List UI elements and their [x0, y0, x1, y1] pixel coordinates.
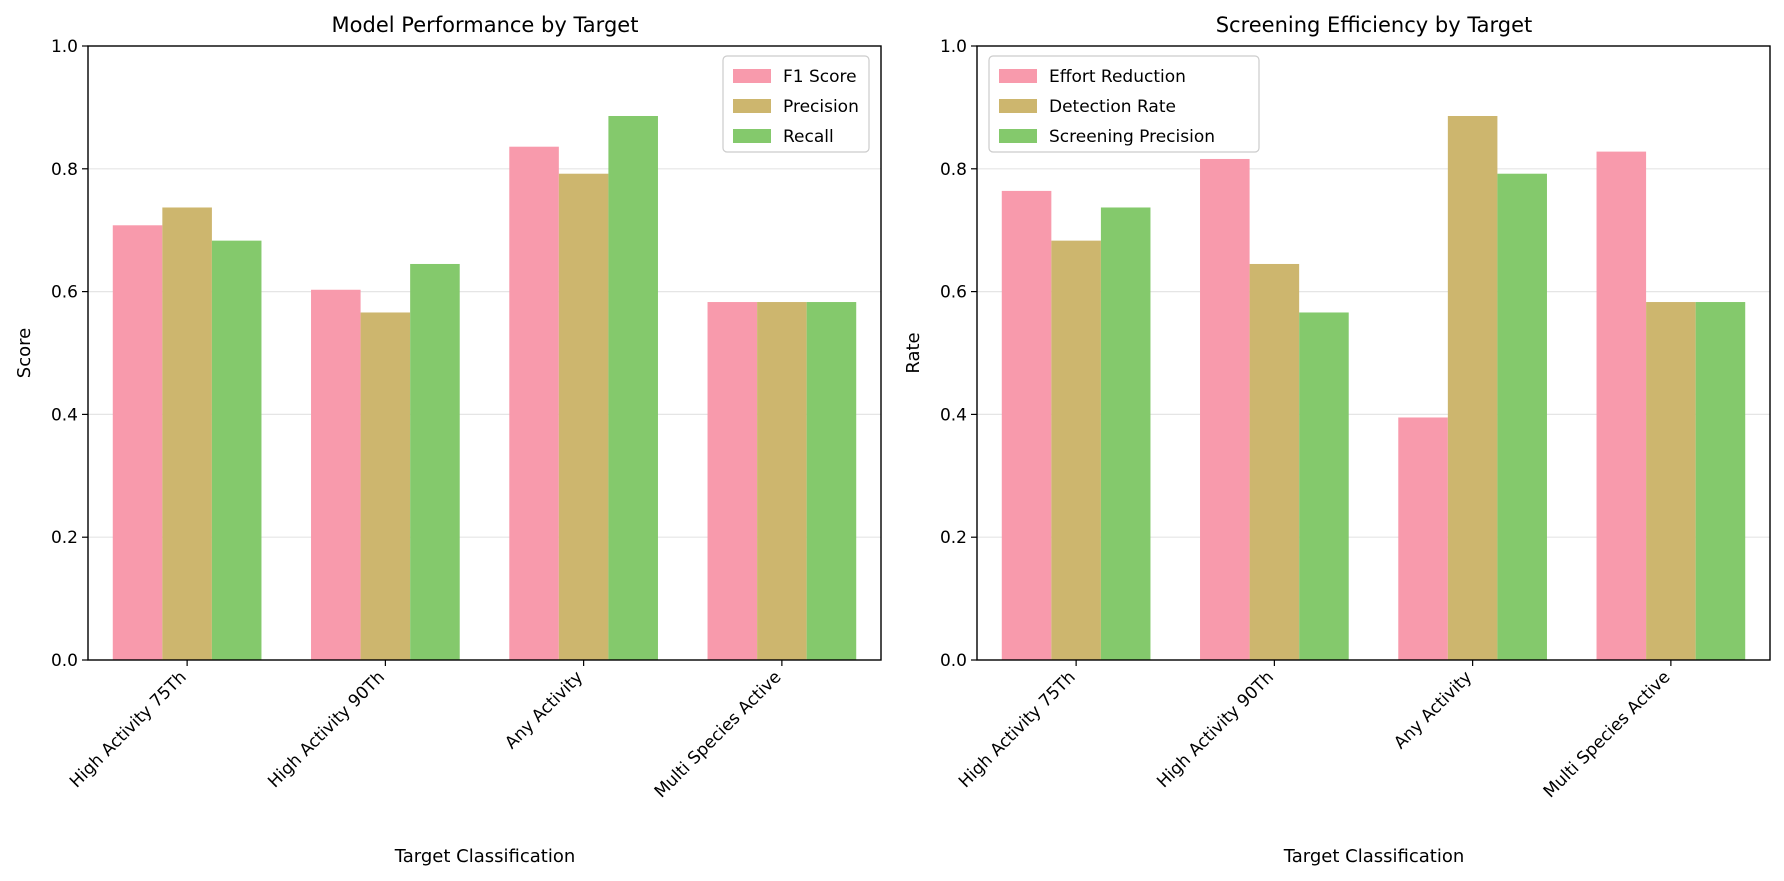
plot-frame	[87, 45, 882, 661]
chart-title: Model Performance by Target	[332, 13, 639, 37]
y-tick-label: 0.2	[51, 528, 78, 548]
bar	[360, 312, 411, 660]
y-axis-label: Score	[14, 328, 35, 378]
bar	[509, 146, 559, 661]
bar	[1100, 207, 1151, 660]
bar	[1646, 302, 1696, 660]
chart-title: Screening Efficiency by Target	[1216, 13, 1533, 37]
x-axis-label: Target Classification	[394, 846, 576, 867]
legend-swatch	[999, 129, 1037, 143]
bar	[1398, 417, 1448, 660]
y-tick-label: 1.0	[51, 37, 78, 57]
legend: F1 Score Precision Recall	[722, 55, 870, 153]
legend-label: Detection Rate	[1049, 97, 1176, 117]
y-tick-label: 1.0	[940, 37, 967, 57]
y-axis-label: Rate	[903, 332, 924, 373]
bar	[1447, 115, 1498, 661]
y-tick-label: 0.8	[940, 160, 967, 180]
bar	[211, 240, 262, 660]
y-tick-label: 0.2	[940, 528, 967, 548]
legend-label: Effort Reduction	[1049, 67, 1186, 87]
y-tick-label: 0.6	[51, 283, 78, 303]
legend-label: F1 Score	[783, 67, 857, 87]
bar	[806, 302, 857, 660]
bar	[608, 115, 658, 661]
bar	[311, 289, 361, 660]
chart-screening-efficiency: Screening Efficiency by Target 0.0 0.2 0.4…	[903, 13, 1771, 867]
y-ticks: 0.0 0.2 0.4 0.6 0.8 1.0	[51, 37, 88, 671]
bar	[707, 302, 758, 660]
bar	[558, 173, 609, 660]
legend-swatch	[733, 129, 771, 143]
legend-swatch	[733, 99, 771, 113]
y-tick-label: 0.6	[940, 283, 967, 303]
bar	[1299, 312, 1349, 660]
legend-label: Screening Precision	[1049, 127, 1215, 147]
bar	[410, 263, 460, 660]
y-tick-label: 0.0	[51, 651, 78, 671]
legend-swatch	[999, 99, 1037, 113]
legend-label: Recall	[783, 127, 834, 147]
bar	[1051, 240, 1101, 660]
legend-label: Precision	[783, 97, 859, 117]
bar	[162, 207, 212, 660]
chart-model-performance: Model Performance by Target 0.0 0.2 0.4 0.6…	[14, 13, 882, 867]
bar	[1001, 190, 1052, 661]
bars	[112, 115, 857, 661]
bar	[1249, 263, 1300, 660]
plot-frame	[976, 45, 1771, 661]
legend-swatch	[733, 69, 771, 83]
legend-box	[988, 55, 1260, 153]
y-tick-label: 0.4	[940, 405, 967, 425]
bar	[1695, 302, 1746, 660]
y-tick-label: 0.0	[940, 651, 967, 671]
bar	[1497, 173, 1547, 660]
bar	[112, 225, 163, 660]
bar	[757, 302, 807, 660]
legend-swatch	[999, 69, 1037, 83]
y-tick-label: 0.8	[51, 160, 78, 180]
legend: Effort Reduction Detection Rate Screening …	[988, 55, 1260, 153]
y-tick-label: 0.4	[51, 405, 78, 425]
y-ticks: 0.0 0.2 0.4 0.6 0.8 1.0	[940, 37, 977, 671]
bars	[1001, 115, 1746, 661]
x-axis-label: Target Classification	[1283, 846, 1465, 867]
bar	[1596, 151, 1647, 660]
bar	[1200, 158, 1250, 660]
